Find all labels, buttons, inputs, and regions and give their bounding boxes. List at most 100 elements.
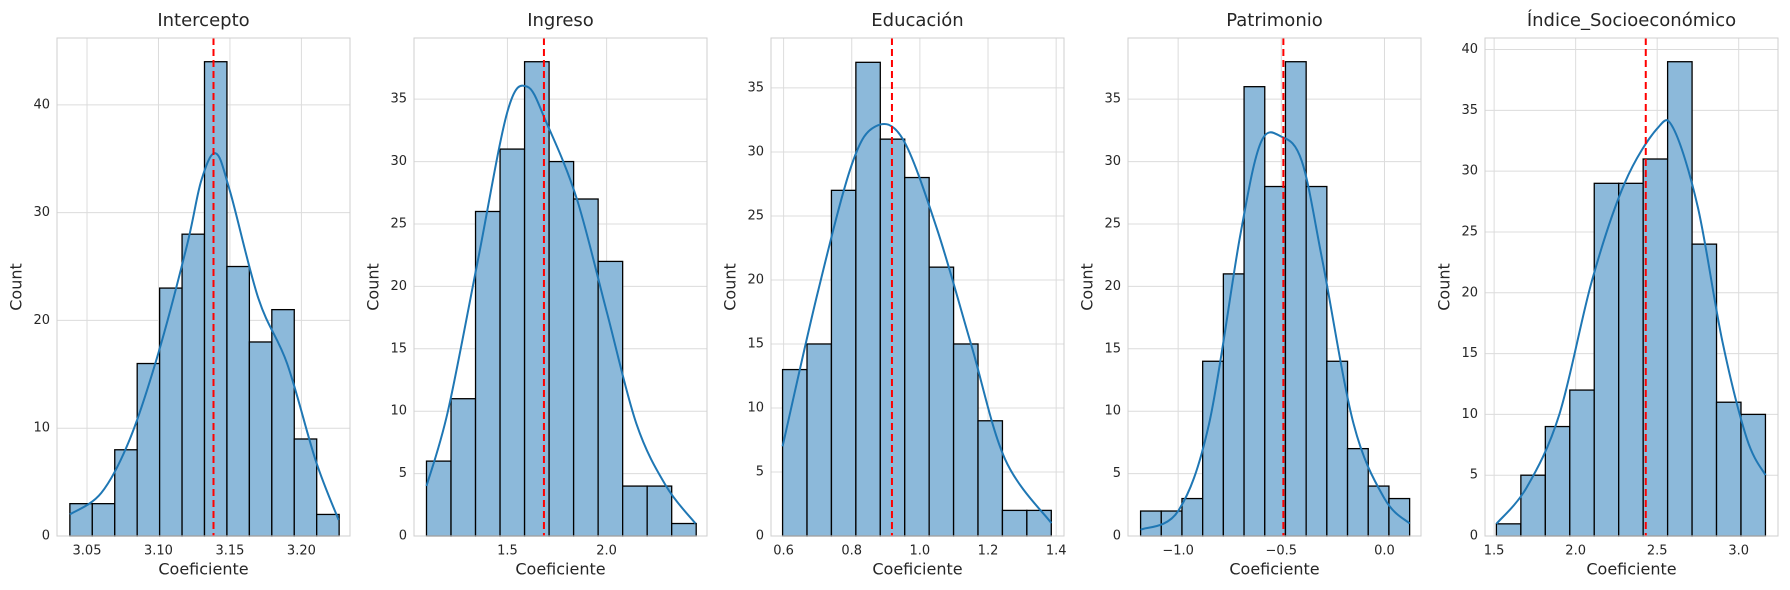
- subplot-title: Educación: [871, 10, 963, 31]
- y-tick-label: 35: [747, 80, 764, 95]
- y-tick-label: 15: [1461, 346, 1478, 361]
- bar: [671, 522, 697, 537]
- x-tick-label: 1.5: [1484, 544, 1505, 559]
- bar: [1520, 474, 1546, 537]
- x-tick-label: 2.5: [1647, 544, 1668, 559]
- y-tick-label: 0: [399, 529, 407, 544]
- bar: [1264, 185, 1287, 537]
- y-tick-label: 15: [747, 336, 764, 351]
- y-tick-label: 25: [1461, 224, 1478, 239]
- bar: [248, 341, 273, 537]
- y-axis-label: Count: [1078, 263, 1097, 311]
- axes-frame: [1127, 37, 1422, 537]
- bar: [904, 176, 930, 537]
- y-tick-label: 5: [756, 464, 764, 479]
- x-tick-label: 3.0: [1728, 544, 1749, 559]
- bar: [316, 513, 340, 537]
- x-tick-label: 1.5: [497, 544, 518, 559]
- y-tick-label: 35: [1461, 103, 1478, 118]
- kde-line: [781, 123, 1053, 524]
- x-tick-label: 3.10: [144, 544, 173, 559]
- subplot-title: Intercepto: [157, 10, 249, 31]
- bar: [1495, 523, 1522, 537]
- bar: [203, 61, 228, 537]
- y-axis-label: Count: [721, 263, 740, 311]
- y-tick-label: 0: [1113, 529, 1121, 544]
- x-tick-label: 2.0: [1565, 544, 1586, 559]
- bar: [136, 362, 161, 537]
- kde-line: [69, 152, 340, 521]
- x-tick-label: −1.0: [1162, 544, 1194, 559]
- y-tick-label: 25: [1104, 216, 1121, 231]
- bar: [622, 485, 648, 537]
- bar: [1243, 86, 1266, 537]
- bar: [1593, 182, 1620, 537]
- y-tick-label: 40: [33, 97, 50, 112]
- bar: [91, 503, 116, 537]
- x-tick-label: 3.20: [287, 544, 316, 559]
- x-axis-label: Coeficiente: [158, 560, 248, 579]
- bar: [450, 398, 477, 537]
- y-tick-label: 15: [390, 341, 407, 356]
- y-axis-label: Count: [1435, 263, 1454, 311]
- y-tick-label: 15: [1104, 341, 1121, 356]
- bar: [597, 260, 624, 537]
- bar: [977, 420, 1004, 537]
- bar: [1284, 61, 1307, 537]
- subplot-title: Ingreso: [527, 10, 594, 31]
- x-tick-label: −0.5: [1266, 544, 1298, 559]
- x-axis-label: Coeficiente: [872, 560, 962, 579]
- bar: [158, 287, 183, 537]
- bar: [572, 198, 599, 537]
- y-tick-label: 30: [33, 205, 50, 220]
- kde-line: [1495, 119, 1767, 525]
- bar: [474, 210, 501, 537]
- x-axis-label: Coeficiente: [1229, 560, 1319, 579]
- bar: [830, 189, 857, 537]
- y-tick-label: 10: [1104, 404, 1121, 419]
- y-axis-label: Count: [364, 263, 383, 311]
- x-tick-label: 0.8: [841, 544, 862, 559]
- y-tick-label: 35: [390, 92, 407, 107]
- bar: [1569, 389, 1595, 537]
- y-tick-label: 35: [1104, 92, 1121, 107]
- y-tick-label: 30: [1461, 164, 1478, 179]
- y-tick-label: 20: [33, 313, 50, 328]
- bar: [1715, 401, 1742, 537]
- y-tick-label: 20: [1104, 279, 1121, 294]
- bar: [1139, 510, 1162, 537]
- kde-line: [1140, 131, 1411, 531]
- x-tick-label: 1.4: [1046, 544, 1067, 559]
- x-axis-label: Coeficiente: [515, 560, 605, 579]
- bar: [1367, 485, 1390, 537]
- y-tick-label: 20: [1461, 285, 1478, 300]
- y-tick-label: 20: [747, 272, 764, 287]
- bar: [855, 61, 881, 537]
- bar: [1618, 182, 1644, 537]
- bar: [271, 308, 295, 537]
- bar: [928, 266, 955, 537]
- bar: [226, 265, 251, 537]
- x-tick-label: 0.6: [773, 544, 794, 559]
- y-tick-label: 10: [1461, 407, 1478, 422]
- y-tick-label: 25: [390, 216, 407, 231]
- y-tick-label: 10: [747, 400, 764, 415]
- bar: [1544, 425, 1571, 537]
- subplot-title: Patrimonio: [1226, 10, 1323, 31]
- x-tick-label: 1.2: [978, 544, 999, 559]
- axes-frame: [1484, 37, 1779, 537]
- bar: [1181, 497, 1204, 537]
- y-tick-label: 30: [747, 144, 764, 159]
- bar: [1026, 509, 1052, 537]
- y-axis-label: Count: [7, 263, 26, 311]
- bar: [646, 485, 673, 537]
- bar: [114, 449, 138, 537]
- y-tick-label: 30: [390, 154, 407, 169]
- y-tick-label: 0: [1470, 529, 1478, 544]
- bar: [1222, 273, 1245, 537]
- axes-frame: [770, 37, 1065, 537]
- bar: [523, 61, 550, 537]
- bar: [952, 343, 979, 537]
- bar: [1001, 509, 1028, 537]
